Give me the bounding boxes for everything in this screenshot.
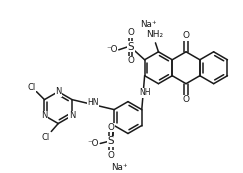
Text: NH: NH xyxy=(139,88,151,97)
Text: N: N xyxy=(55,87,61,96)
Text: O: O xyxy=(127,28,134,37)
Text: ⁻O: ⁻O xyxy=(87,139,99,148)
Text: Cl: Cl xyxy=(27,83,36,92)
Text: ⁻O: ⁻O xyxy=(106,45,118,54)
Text: N: N xyxy=(41,111,48,120)
Text: O: O xyxy=(127,56,134,65)
Text: NH₂: NH₂ xyxy=(146,30,163,39)
Text: HN: HN xyxy=(87,98,99,107)
Text: Na⁺: Na⁺ xyxy=(111,163,128,172)
Text: Na⁺: Na⁺ xyxy=(140,20,157,29)
Text: S: S xyxy=(127,42,134,52)
Text: Cl: Cl xyxy=(41,133,49,142)
Text: N: N xyxy=(69,111,75,120)
Text: S: S xyxy=(108,136,114,147)
Text: O: O xyxy=(182,31,190,40)
Text: O: O xyxy=(182,95,190,104)
Text: O: O xyxy=(108,123,115,132)
Text: O: O xyxy=(108,151,115,160)
